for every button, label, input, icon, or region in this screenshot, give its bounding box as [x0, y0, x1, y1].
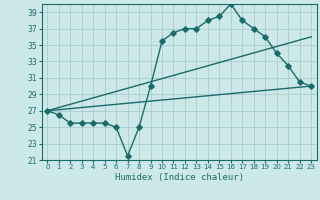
X-axis label: Humidex (Indice chaleur): Humidex (Indice chaleur): [115, 173, 244, 182]
